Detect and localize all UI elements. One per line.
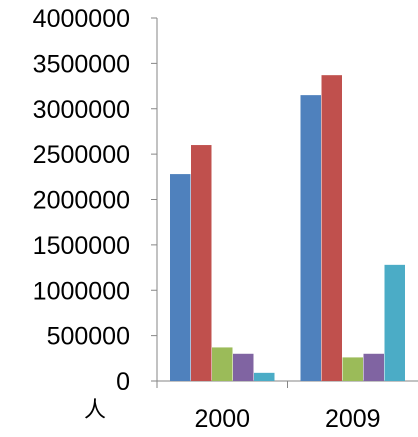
unit-label: 人 [84,397,106,422]
x-axis-category-labels: 2000 2009 [194,405,380,433]
y-tick-label: 2000000 [33,187,130,215]
bar-2000-series-5 [254,372,275,381]
bar-series [170,75,405,382]
bar-2000-series-1 [170,174,191,381]
y-tick-label: 1000000 [33,277,130,305]
bar-2009-series-2 [321,75,342,382]
y-axis-tick-labels: 0 500000 1000000 1500000 2000000 2500000 30000… [33,5,130,396]
x-category-label: 2000 [194,405,250,433]
bar-2009-series-1 [300,95,321,381]
y-axis-ticks [151,17,157,382]
bar-2000-series-3 [212,347,233,381]
y-tick-label: 4000000 [33,5,130,33]
bar-2000-series-2 [191,145,212,381]
bar-2009-series-3 [342,357,363,381]
bar-2009-series-4 [363,353,384,381]
y-tick-label: 2500000 [33,141,130,169]
x-category-label: 2009 [325,405,381,433]
y-tick-label: 3000000 [33,96,130,124]
bar-2000-series-4 [233,353,254,381]
x-axis-ticks [156,381,288,388]
y-tick-label: 500000 [47,323,130,351]
y-tick-label: 0 [116,368,130,396]
bar-2009-series-5 [384,264,405,381]
y-tick-label: 1500000 [33,232,130,260]
y-tick-label: 3500000 [33,50,130,78]
